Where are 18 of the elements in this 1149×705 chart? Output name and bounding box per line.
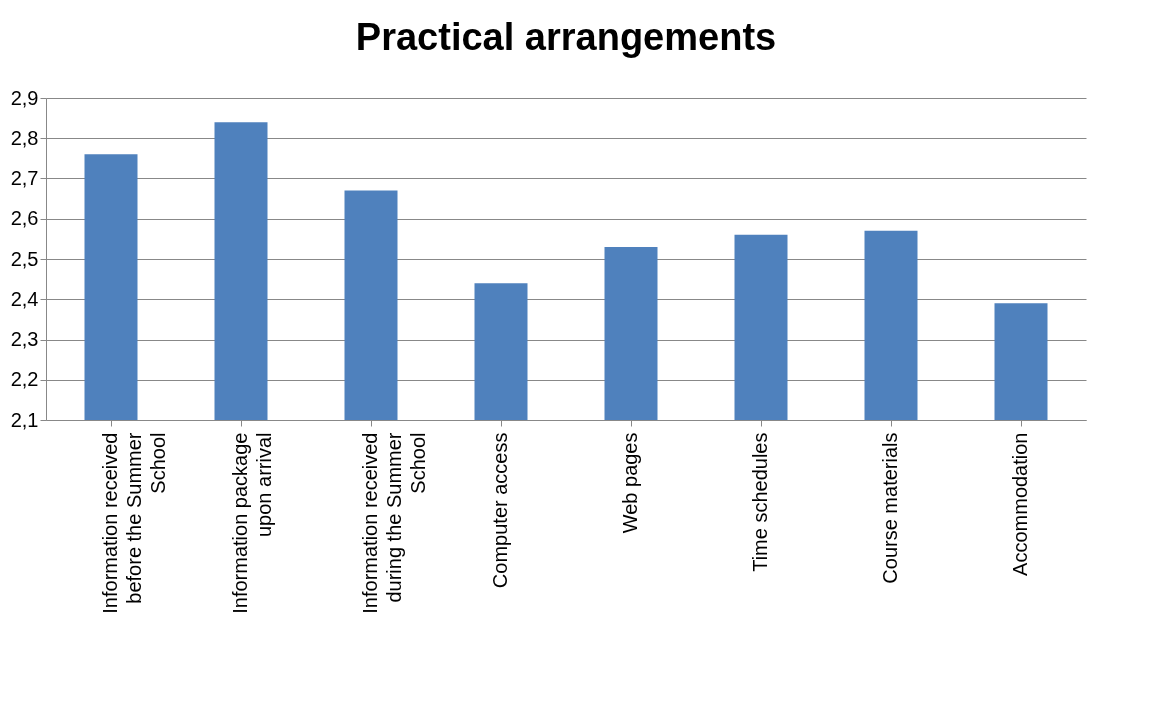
y-tick-label: 2,1 — [10, 408, 39, 431]
y-tick-label: 2,9 — [10, 86, 39, 109]
x-tick-label: Information package upon arrival — [229, 432, 275, 614]
y-tick-label: 2,4 — [10, 287, 39, 310]
y-tick-label: 2,6 — [10, 207, 39, 230]
y-tick-label: 2,7 — [10, 167, 39, 189]
x-tick-label: Course materials — [879, 432, 901, 584]
x-tick-label: Computer access — [489, 432, 511, 589]
x-tick-label: Information received before the Summer School — [99, 432, 169, 614]
y-tick-label: 2,8 — [10, 126, 39, 149]
x-tick-label: Time schedules — [749, 432, 771, 572]
chart-title: Practical arrangements — [355, 16, 777, 58]
y-tick-label: 2,2 — [10, 368, 39, 391]
y-tick-label: 2,5 — [10, 247, 39, 270]
x-tick-label: Web pages — [619, 432, 641, 534]
x-tick-label: Information received during the Summer School — [359, 432, 429, 614]
y-tick-label: 2,3 — [10, 328, 39, 350]
x-tick-label: Accommodation — [1009, 432, 1031, 576]
